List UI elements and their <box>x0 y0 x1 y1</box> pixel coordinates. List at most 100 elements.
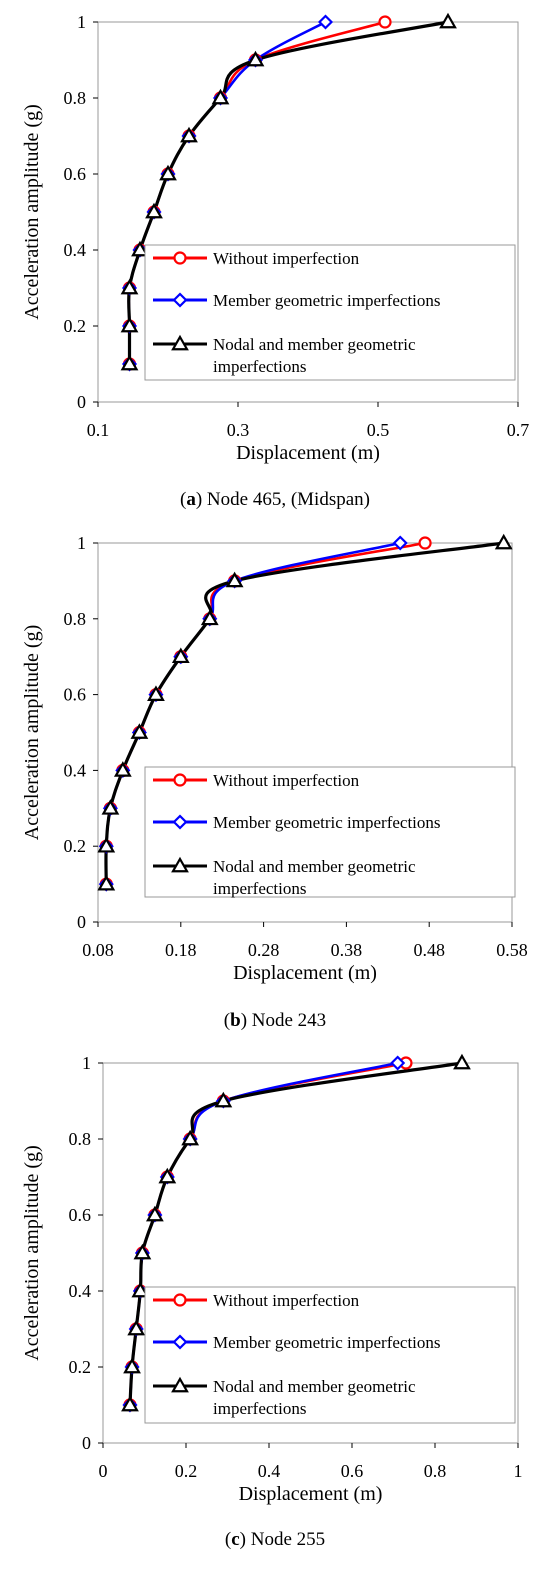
x-tick-label: 0.8 <box>424 1461 447 1481</box>
x-tick-label: 0.3 <box>227 420 250 440</box>
y-axis-label: Acceleration amplitude (g) <box>21 104 43 319</box>
point-nodal <box>211 88 230 105</box>
x-axis-label: Displacement (m) <box>239 1483 383 1505</box>
x-tick-label: 1 <box>514 1461 523 1481</box>
point-nodal <box>494 533 513 550</box>
point-nodal <box>120 278 139 295</box>
legend-label-member: Member geometric imperfections <box>213 1333 441 1352</box>
y-tick-label: 0 <box>77 392 86 412</box>
x-tick-label: 0.6 <box>341 1461 364 1481</box>
point-nodal <box>121 1395 139 1412</box>
legend-marker-nodal <box>171 1376 189 1393</box>
point-nodal <box>171 647 190 664</box>
y-tick-label: 0.4 <box>64 240 87 260</box>
legend-box <box>144 766 516 898</box>
x-tick-label: 0.58 <box>496 940 528 960</box>
y-tick-label: 0.6 <box>64 164 87 184</box>
legend-label-nodal: Nodal and member geometric <box>213 857 416 876</box>
y-tick-label: 1 <box>82 1053 91 1073</box>
x-tick-label: 0.5 <box>367 420 390 440</box>
x-tick-label: 0.4 <box>258 1461 281 1481</box>
point-nodal <box>97 874 116 891</box>
plot-area <box>97 21 519 403</box>
y-tick-label: 1 <box>77 533 86 553</box>
x-tick-label: 0.1 <box>87 420 110 440</box>
point-nodal <box>181 1129 200 1146</box>
point-nodal <box>439 12 457 29</box>
legend-label-without: Without imperfection <box>213 1291 360 1310</box>
figure-caption: (b) Node 243 <box>224 1010 326 1031</box>
y-tick-label: 0.2 <box>69 1357 92 1377</box>
x-tick-label: 0.08 <box>82 940 114 960</box>
legend-label-member: Member geometric imperfections <box>213 291 441 310</box>
point-nodal <box>158 1167 177 1184</box>
chart-panel-b: 0 0.2 0.4 0.6 0.8 1 0.08 0.18 0.28 0.38 0.48 0.58 Di… <box>21 533 528 1031</box>
y-axis-label: Acceleration amplitude (g) <box>21 1145 43 1360</box>
point-nodal <box>130 723 149 739</box>
point-nodal <box>133 1243 152 1260</box>
legend-label-nodal: imperfections <box>213 357 306 376</box>
y-tick-label: 0.8 <box>64 88 87 108</box>
y-tick-label: 0 <box>82 1433 91 1453</box>
x-tick-label: 0 <box>99 1461 108 1481</box>
point-member <box>390 1055 406 1071</box>
chart-panel-a: 0 0.2 0.4 0.6 0.8 1 0.1 0.3 0.5 0.7 Displacement (… <box>21 12 529 510</box>
y-tick-label: 0.8 <box>69 1129 92 1149</box>
plot-area <box>102 1062 519 1444</box>
figure-caption: (a) Node 465, (Midspan) <box>180 489 370 510</box>
chart-panel-c: 0 0.2 0.4 0.6 0.8 1 0 0.2 0.4 0.6 0.8 1 Displacement… <box>21 1053 523 1550</box>
legend-marker-member <box>172 292 188 308</box>
point-nodal <box>180 126 198 143</box>
point-nodal <box>131 240 149 257</box>
point-nodal <box>131 1281 150 1298</box>
point-nodal <box>246 50 265 67</box>
legend-marker-member <box>172 814 188 830</box>
y-tick-label: 0.4 <box>69 1281 92 1301</box>
point-member <box>317 14 334 30</box>
y-tick-label: 0.2 <box>64 316 87 336</box>
legend-marker-without <box>173 251 187 265</box>
x-tick-label: 0.48 <box>413 940 445 960</box>
legend-label-without: Without imperfection <box>213 249 360 268</box>
y-tick-label: 0.4 <box>64 760 87 780</box>
legend-label-nodal: Nodal and member geometric <box>213 1377 416 1396</box>
point-nodal <box>127 1319 146 1336</box>
y-tick-label: 0.2 <box>64 836 87 856</box>
point-nodal <box>113 761 132 777</box>
y-tick-label: 0.6 <box>69 1205 92 1225</box>
point-without <box>418 536 432 550</box>
x-axis-label: Displacement (m) <box>233 962 377 984</box>
legend-box <box>144 244 516 381</box>
legend-label-nodal: imperfections <box>213 879 306 898</box>
legend-box <box>144 1286 516 1424</box>
y-tick-label: 0.6 <box>64 685 87 705</box>
point-nodal <box>120 354 139 371</box>
x-tick-label: 0.7 <box>507 420 530 440</box>
x-tick-label: 0.28 <box>248 940 280 960</box>
point-nodal <box>159 164 177 181</box>
plot-area <box>97 542 513 923</box>
point-member <box>392 535 408 551</box>
legend-marker-nodal <box>171 334 189 351</box>
y-tick-label: 0 <box>77 912 86 932</box>
point-without <box>378 15 392 29</box>
legend-marker-member <box>172 1334 188 1350</box>
x-tick-label: 0.38 <box>331 940 363 960</box>
point-nodal <box>145 202 163 219</box>
legend-label-nodal: Nodal and member geometric <box>213 335 416 354</box>
point-nodal <box>123 1357 141 1374</box>
x-tick-label: 0.2 <box>175 1461 198 1481</box>
y-tick-label: 1 <box>77 12 86 32</box>
point-nodal <box>120 316 139 333</box>
point-nodal <box>453 1053 471 1070</box>
legend-label-without: Without imperfection <box>213 771 360 790</box>
point-nodal <box>200 609 219 626</box>
point-nodal <box>214 1091 233 1108</box>
figure-caption: (c) Node 255 <box>225 1529 325 1550</box>
x-tick-label: 0.18 <box>165 940 197 960</box>
legend-marker-without <box>173 773 187 787</box>
y-axis-label: Acceleration amplitude (g) <box>21 625 43 840</box>
point-nodal <box>147 685 165 701</box>
legend-marker-without <box>173 1293 187 1307</box>
